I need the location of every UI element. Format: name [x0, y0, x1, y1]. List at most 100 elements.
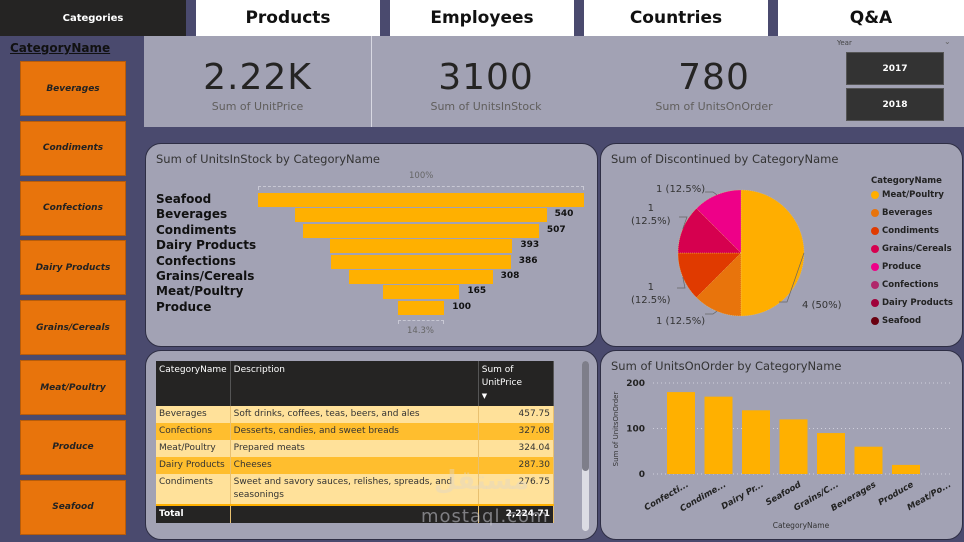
- column-header-category[interactable]: CategoryName: [156, 361, 231, 406]
- slicer-item-beverages[interactable]: Beverages: [20, 61, 126, 116]
- legend-label: Produce: [882, 262, 922, 272]
- legend-marker-icon: [871, 317, 879, 325]
- unit-price-table: CategoryName Description Sum of UnitPric…: [156, 361, 555, 523]
- legend-item-seafood[interactable]: Seafood: [871, 316, 921, 326]
- funnel-bar-grains-cereals[interactable]: [349, 270, 493, 284]
- slicer-title: CategoryName: [10, 41, 111, 55]
- legend-item-confections[interactable]: Confections: [871, 280, 939, 290]
- kpi-units-in-stock: 3100 Sum of UnitsInStock: [372, 36, 600, 127]
- funnel-category-label: Condiments: [156, 222, 237, 237]
- kpi-value: 2.22K: [203, 57, 312, 98]
- y-axis-label: Sum of UnitsOnOrder: [612, 392, 620, 467]
- nav-tab-employees[interactable]: Employees: [390, 0, 574, 36]
- year-option-2018[interactable]: 2018: [846, 88, 944, 121]
- cell-category: Dairy Products: [156, 457, 231, 474]
- legend-item-condiments[interactable]: Condiments: [871, 226, 939, 236]
- legend-label: Meat/Poultry: [882, 190, 944, 200]
- pie-data-label: 1 (12.5%): [656, 184, 706, 195]
- kpi-label: Sum of UnitsOnOrder: [655, 100, 773, 113]
- table-panel: CategoryName Description Sum of UnitPric…: [145, 350, 598, 540]
- column-header-unit-price[interactable]: Sum of UnitPrice ▼: [478, 361, 555, 406]
- pie-slice-beverages[interactable]: [696, 252, 742, 317]
- legend-item-beverages[interactable]: Beverages: [871, 208, 932, 218]
- cell-unit-price: 324.04: [478, 440, 555, 457]
- funnel-bar-produce[interactable]: [397, 300, 445, 315]
- y-tick-label: 100: [626, 425, 645, 435]
- legend-label: Seafood: [882, 316, 922, 326]
- column-chart-panel: Sum of UnitsOnOrder by CategoryName 0 100…: [600, 350, 963, 540]
- bar-seafood[interactable]: [779, 419, 808, 474]
- bar-beverages[interactable]: [854, 446, 883, 474]
- bar-confecti[interactable]: [667, 392, 695, 474]
- slicer-item-meat-poultry[interactable]: Meat/Poultry: [20, 360, 126, 415]
- funnel-bar-beverages[interactable]: [295, 208, 547, 223]
- chevron-down-icon[interactable]: ⌄: [944, 37, 951, 46]
- pie-chart-panel: Sum of Discontinued by CategoryName 4 (5…: [600, 143, 963, 347]
- table-row[interactable]: Condiments Sweet and savory sauces, relis…: [156, 474, 555, 505]
- table-scrollbar-thumb[interactable]: [582, 361, 589, 471]
- slicer-item-confections[interactable]: Confections: [20, 180, 126, 236]
- legend-marker-icon: [871, 209, 879, 217]
- bar-dairy-pr[interactable]: [742, 410, 770, 474]
- funnel-bar-condiments[interactable]: [303, 223, 539, 238]
- cell-unit-price: 287.30: [478, 457, 555, 474]
- funnel-chart-panel: Sum of UnitsInStock by CategoryName 100%…: [145, 143, 598, 347]
- table-row[interactable]: Dairy Products Cheeses 287.30: [156, 457, 555, 474]
- nav-tab-categories[interactable]: Categories: [0, 0, 186, 36]
- bar-grains-c[interactable]: [817, 433, 845, 474]
- nav-tab-countries[interactable]: Countries: [584, 0, 768, 36]
- pie-leader-line: [705, 191, 718, 196]
- funnel-category-label: Grains/Cereals: [156, 269, 255, 283]
- pie-slice-meat-poultry[interactable]: [740, 189, 805, 317]
- kpi-unit-price: 2.22K Sum of UnitPrice: [144, 36, 371, 127]
- nav-tab-qa[interactable]: Q&A: [778, 0, 964, 36]
- watermark-arabic: مستقل: [434, 466, 530, 496]
- chart-title: Sum of Discontinued by CategoryName: [611, 152, 839, 166]
- y-tick-label: 200: [626, 379, 645, 389]
- legend-marker-icon: [871, 191, 879, 199]
- pie-chart: [677, 189, 805, 317]
- bar-condime[interactable]: [704, 396, 733, 474]
- legend-marker-icon: [871, 227, 879, 235]
- pie-slice-produce[interactable]: [696, 189, 742, 254]
- legend-label: Confections: [882, 280, 939, 290]
- table-row[interactable]: Meat/Poultry Prepared meats 324.04: [156, 440, 555, 457]
- funnel-data-label: 393: [520, 240, 540, 251]
- watermark: mostaql.com: [421, 506, 549, 527]
- bar-produce[interactable]: [892, 464, 920, 474]
- table-row[interactable]: Beverages Soft drinks, coffees, teas, bee…: [156, 406, 555, 423]
- legend-item-grains-cereals[interactable]: Grains/Cereals: [871, 244, 952, 254]
- funnel-bar-meat-poultry[interactable]: [382, 285, 460, 300]
- funnel-data-label: 100: [452, 301, 472, 312]
- funnel-bar-confections[interactable]: [331, 254, 511, 269]
- slicer-item-seafood[interactable]: Seafood: [20, 479, 126, 535]
- slicer-item-dairy-products[interactable]: Dairy Products: [20, 240, 126, 296]
- pie-data-label: 1 (12.5%): [656, 316, 706, 327]
- cell-description: Desserts, candies, and sweet breads: [230, 423, 479, 440]
- legend-title: CategoryName: [871, 176, 942, 186]
- chart-title: Sum of UnitsInStock by CategoryName: [156, 152, 380, 166]
- funnel-top-pct: 100%: [409, 171, 434, 181]
- funnel-bottom-pct: 14.3%: [407, 326, 435, 337]
- legend-marker-icon: [871, 299, 879, 307]
- legend-item-produce[interactable]: Produce: [871, 262, 921, 272]
- column-header-description[interactable]: Description: [230, 361, 479, 406]
- year-option-2017[interactable]: 2017: [846, 52, 944, 85]
- slicer-item-condiments[interactable]: Condiments: [20, 120, 126, 176]
- funnel-bar-seafood[interactable]: [258, 193, 584, 207]
- sort-desc-icon: ▼: [481, 392, 488, 400]
- kpi-label: Sum of UnitsInStock: [430, 100, 542, 113]
- table-row[interactable]: Confections Desserts, candies, and sweet …: [156, 423, 555, 440]
- nav-tab-products[interactable]: Products: [196, 0, 380, 36]
- slicer-item-grains-cereals[interactable]: Grains/Cereals: [20, 300, 126, 356]
- slicer-item-produce[interactable]: Produce: [20, 419, 126, 475]
- legend-item-meat-poultry[interactable]: Meat/Poultry: [871, 190, 944, 200]
- funnel-category-label: Dairy Products: [156, 238, 257, 253]
- kpi-value: 780: [678, 57, 750, 98]
- year-slicer-label: Year: [837, 39, 852, 47]
- legend-label: Beverages: [882, 208, 933, 218]
- funnel-bar-dairy-products[interactable]: [329, 239, 513, 254]
- x-tick-label: Dairy Pr...: [720, 480, 766, 512]
- legend-item-dairy-products[interactable]: Dairy Products: [871, 298, 953, 308]
